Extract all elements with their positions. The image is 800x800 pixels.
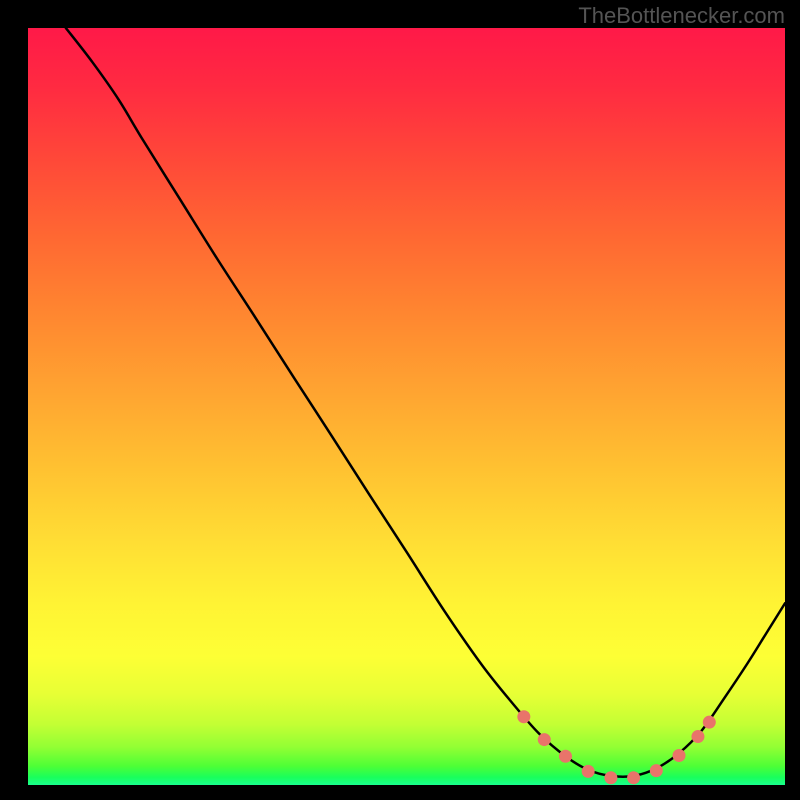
data-point [604, 771, 617, 784]
watermark-text: TheBottlenecker.com [578, 3, 785, 29]
data-point [691, 730, 704, 743]
data-point [650, 764, 663, 777]
data-point [703, 716, 716, 729]
data-point [627, 771, 640, 784]
data-point [673, 749, 686, 762]
plot-area [28, 28, 785, 785]
chart-overlay [28, 28, 785, 785]
data-point [559, 750, 572, 763]
bottleneck-curve [66, 28, 785, 777]
data-point [517, 710, 530, 723]
data-point [538, 733, 551, 746]
data-point [582, 765, 595, 778]
